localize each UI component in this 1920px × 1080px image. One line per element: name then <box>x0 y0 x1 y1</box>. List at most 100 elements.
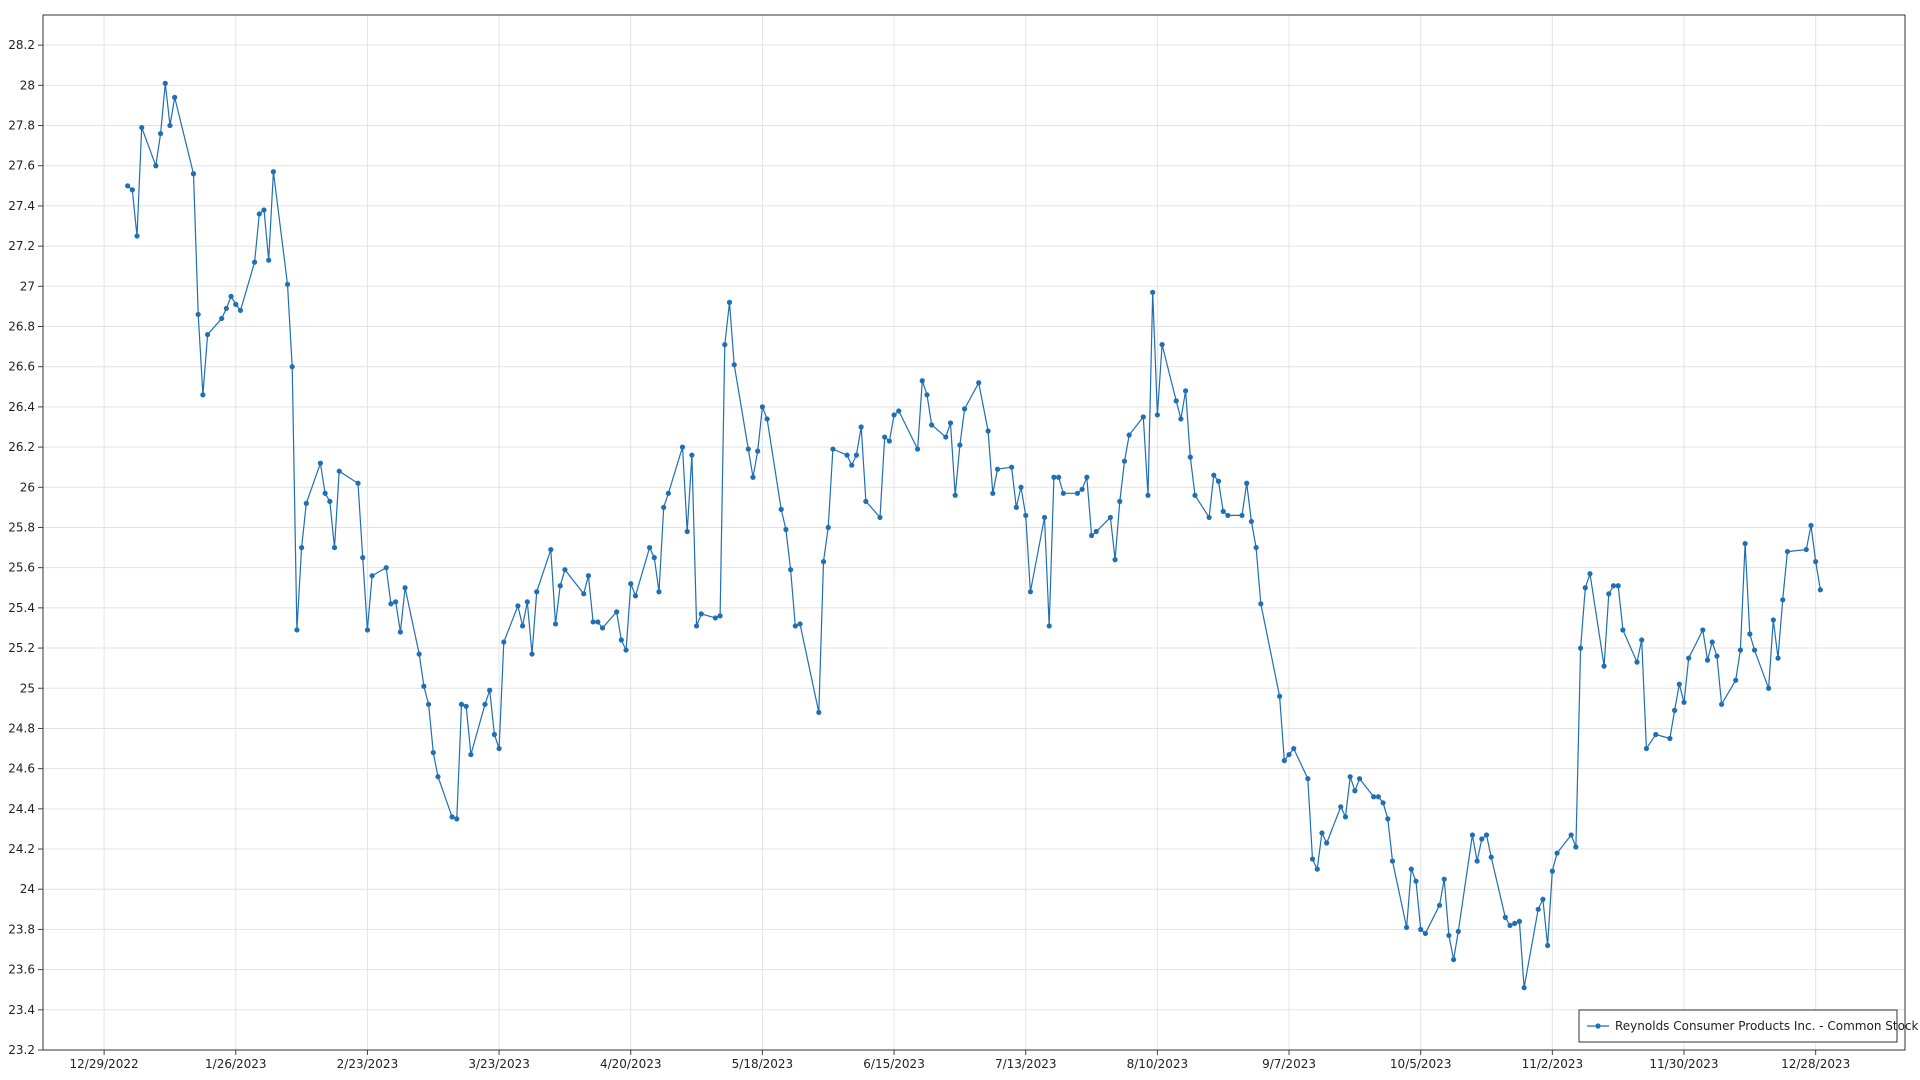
data-point <box>929 422 935 428</box>
data-point <box>1545 942 1551 949</box>
data-point <box>1719 701 1725 707</box>
data-point <box>656 589 662 595</box>
data-point <box>1154 412 1160 418</box>
data-point <box>1126 432 1132 438</box>
data-point <box>388 601 394 607</box>
data-point <box>684 528 690 535</box>
data-point <box>1676 681 1682 687</box>
data-point <box>402 585 408 591</box>
data-point <box>557 583 563 589</box>
data-point <box>125 183 131 189</box>
data-point <box>1041 514 1048 521</box>
data-point <box>1187 454 1193 460</box>
data-point <box>1389 858 1396 864</box>
data-point <box>1159 341 1165 348</box>
data-point <box>924 392 930 398</box>
data-point <box>1507 922 1513 928</box>
data-point <box>1516 918 1523 924</box>
data-point <box>783 526 789 533</box>
x-tick-label: 8/10/2023 <box>1127 1057 1189 1071</box>
x-tick-label: 9/7/2023 <box>1262 1057 1316 1071</box>
data-point <box>1375 794 1381 800</box>
y-tick-label: 23.6 <box>8 963 35 977</box>
data-point <box>1056 474 1062 480</box>
data-point <box>487 687 493 693</box>
data-point <box>712 615 718 621</box>
y-tick-label: 25.6 <box>8 561 35 575</box>
data-point <box>1479 836 1485 842</box>
data-point <box>1418 926 1424 933</box>
data-point <box>204 331 211 338</box>
data-point <box>1610 583 1617 589</box>
data-point <box>849 462 855 468</box>
data-point <box>590 619 596 625</box>
data-point <box>256 211 262 217</box>
plot-frame <box>42 14 1906 1051</box>
legend-label: Reynolds Consumer Products Inc. - Common… <box>1615 1019 1919 1033</box>
data-point <box>1356 776 1363 782</box>
data-point <box>548 546 554 553</box>
x-tick-label: 6/15/2023 <box>863 1057 925 1071</box>
data-point <box>1742 540 1748 547</box>
data-point <box>1018 484 1024 490</box>
data-point <box>581 591 587 597</box>
data-point <box>1441 876 1447 882</box>
data-point <box>947 420 954 426</box>
data-point <box>223 305 229 312</box>
data-point <box>722 341 728 348</box>
data-point <box>961 406 968 412</box>
data-point <box>1239 512 1245 519</box>
data-point <box>1549 868 1555 874</box>
data-point <box>1686 655 1692 661</box>
data-point <box>364 627 371 633</box>
x-tick-label: 3/23/2023 <box>468 1057 530 1071</box>
data-point <box>990 490 996 496</box>
data-point <box>830 446 836 452</box>
y-tick-label: 25.2 <box>8 641 35 655</box>
y-tick-label: 26.8 <box>8 320 35 334</box>
data-point <box>863 498 869 504</box>
y-tick-label: 24 <box>20 882 35 896</box>
data-point <box>228 293 234 299</box>
data-point <box>153 163 159 169</box>
data-point <box>1667 735 1673 742</box>
data-point <box>599 625 606 631</box>
data-point <box>1615 583 1621 589</box>
data-point <box>1371 794 1377 800</box>
x-tick-label: 5/18/2023 <box>732 1057 794 1071</box>
data-point <box>745 446 751 452</box>
data-point <box>1813 559 1819 565</box>
data-point <box>1023 512 1029 519</box>
data-point <box>1502 914 1508 920</box>
x-tick-label: 1/26/2023 <box>205 1057 267 1071</box>
data-point <box>529 651 535 657</box>
data-point <box>651 555 657 561</box>
data-point <box>1051 474 1057 480</box>
data-point <box>1577 645 1584 651</box>
data-point <box>1088 532 1095 539</box>
data-point <box>172 94 178 100</box>
data-point <box>731 362 737 368</box>
data-point <box>1573 844 1579 850</box>
data-point <box>157 130 164 137</box>
data-point <box>294 627 300 633</box>
data-point <box>322 490 328 496</box>
data-point <box>632 593 639 599</box>
data-point <box>1700 627 1706 633</box>
data-point <box>919 378 925 384</box>
x-tick-label: 2/23/2023 <box>337 1057 399 1071</box>
y-tick-label: 25.4 <box>8 601 35 615</box>
data-point <box>1258 601 1264 607</box>
data-point <box>1751 647 1758 653</box>
data-point <box>1338 804 1344 810</box>
data-point <box>1483 832 1490 838</box>
y-tick-label: 27.2 <box>8 239 35 253</box>
data-point <box>1117 498 1123 504</box>
data-point <box>628 581 634 587</box>
data-point <box>233 301 239 307</box>
data-point <box>1248 518 1255 525</box>
data-point <box>336 468 342 474</box>
data-point <box>618 637 624 643</box>
data-point <box>416 651 422 657</box>
data-point <box>425 701 432 707</box>
